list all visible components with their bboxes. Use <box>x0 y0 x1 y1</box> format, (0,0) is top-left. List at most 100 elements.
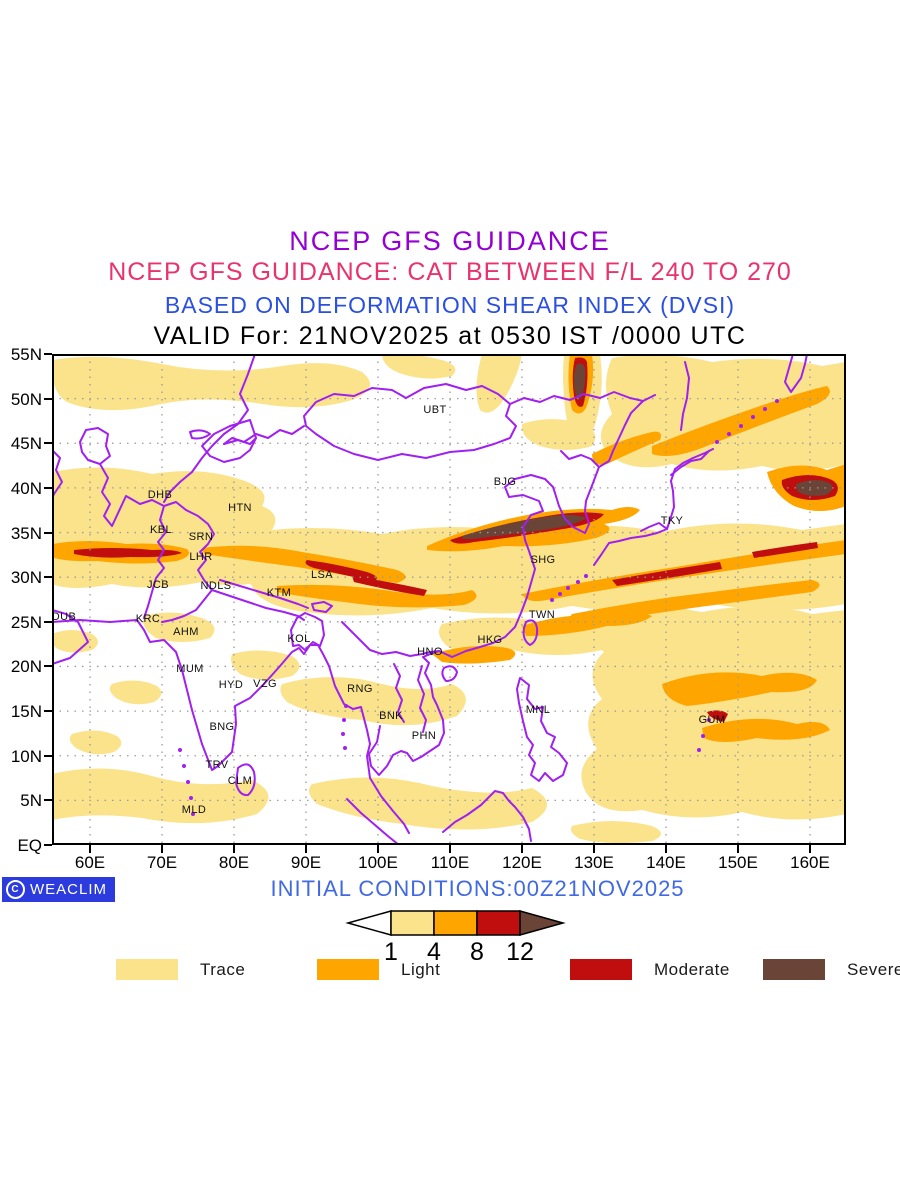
colorbar-right-arrow <box>519 910 566 936</box>
lon-tickmark <box>89 845 91 853</box>
station-label-hyd: HYD <box>219 679 243 691</box>
lat-tickmark <box>44 486 52 489</box>
lon-tick-label-130e: 130E <box>574 853 614 872</box>
valid-time-line: VALID For: 21NOV2025 at 0530 IST /0000 U… <box>153 322 747 350</box>
legend-item-light: Light <box>317 959 440 980</box>
colorbar-moderate-segment <box>476 910 521 936</box>
station-label-krc: KRC <box>136 613 160 625</box>
station-label-phn: PHN <box>412 730 436 742</box>
lon-tick-label-70e: 70E <box>146 853 178 872</box>
severity-colorbar: 1 4 8 12 <box>345 910 566 966</box>
light-label: Light <box>401 959 441 979</box>
lat-tick-label-30n: 30N <box>10 568 42 588</box>
lat-tick-label-20n: 20N <box>10 657 42 677</box>
colorbar-tick-8: 8 <box>470 938 484 966</box>
lat-tickmark <box>44 397 52 400</box>
station-label-kbl: KBL <box>150 524 172 536</box>
station-label-lsa: LSA <box>311 569 333 581</box>
turbulence-map: DHB HTN KBL SRN LHR LSA JCB NDLS KTM KRC AHM KOL DUB… <box>50 353 846 846</box>
lat-tickmark <box>44 576 52 579</box>
lon-tickmark <box>521 845 523 853</box>
station-label-srn: SRN <box>189 531 213 543</box>
copyright-icon: C <box>6 880 25 899</box>
lat-tick-label-10n: 10N <box>10 746 42 766</box>
lon-tick-label-140e: 140E <box>646 853 686 872</box>
station-label-dub: DUB <box>52 611 76 623</box>
weaclim-logo[interactable]: C WEACLIM <box>2 877 116 902</box>
station-label-kol: KOL <box>287 633 310 645</box>
island-dots <box>178 399 779 816</box>
map-plot-area: DHB HTN KBL SRN LHR LSA JCB NDLS KTM KRC AHM KOL DUB… <box>50 353 846 846</box>
lon-tickmark <box>377 845 379 853</box>
logo-text: WEACLIM <box>30 881 108 898</box>
lat-tick-label-eq: EQ <box>17 836 42 855</box>
lon-tickmark <box>233 845 235 853</box>
lat-tickmark <box>44 844 52 846</box>
lon-tick-label-100e: 100E <box>358 853 398 872</box>
lat-tickmark <box>44 665 52 668</box>
station-label-hkg: HKG <box>477 634 502 646</box>
severe-swatch <box>763 959 825 980</box>
lon-tickmark <box>449 845 451 853</box>
lat-tick-label-35n: 35N <box>10 523 42 543</box>
station-label-bng: BNG <box>209 721 234 733</box>
lat-tick-label-50n: 50N <box>10 389 42 409</box>
colorbar-left-arrow <box>345 910 392 936</box>
station-label-mum: MUM <box>176 663 203 675</box>
legend-item-moderate: Moderate <box>570 959 730 980</box>
lon-tickmark <box>665 845 667 853</box>
lon-tick-label-80e: 80E <box>218 853 250 872</box>
lat-tickmark <box>44 442 52 445</box>
initial-conditions-text: INITIAL CONDITIONS:00Z21NOV2025 <box>270 876 685 901</box>
lat-tick-label-55n: 55N <box>10 345 42 364</box>
station-label-ubt: UBT <box>423 404 446 416</box>
lon-tick-label-160e: 160E <box>790 853 830 872</box>
moderate-swatch <box>570 959 632 980</box>
legend-item-severe: Severe <box>763 959 900 980</box>
country-borders-layer <box>51 353 808 846</box>
lon-tick-label-120e: 120E <box>502 853 542 872</box>
lat-tickmark <box>44 620 52 623</box>
plot-border <box>52 354 846 845</box>
moderate-label: Moderate <box>654 959 730 979</box>
lon-tickmark <box>809 845 811 853</box>
station-label-trv: TRV <box>205 759 228 771</box>
station-label-ndls: NDLS <box>201 580 232 592</box>
colorbar-light-segment <box>433 910 478 936</box>
lon-tickmark <box>161 845 163 853</box>
station-label-ktm: KTM <box>267 587 291 599</box>
lon-tick-label-110e: 110E <box>430 853 470 872</box>
lat-tick-label-45n: 45N <box>10 434 42 454</box>
station-label-hno: HNO <box>417 646 443 658</box>
trace-swatch <box>116 959 178 980</box>
station-label-twn: TWN <box>529 609 555 621</box>
trace-label: Trace <box>200 959 246 979</box>
station-label-rng: RNG <box>347 683 373 695</box>
lat-tick-label-25n: 25N <box>10 612 42 632</box>
colorbar-trace-segment <box>390 910 435 936</box>
lat-tickmark <box>44 710 52 713</box>
station-label-bnk: BNK <box>379 710 403 722</box>
lon-tickmark <box>593 845 595 853</box>
station-label-vzg: VZG <box>253 678 277 690</box>
lon-tickmark <box>305 845 307 853</box>
severe-label: Severe <box>847 959 900 979</box>
lat-tickmark <box>44 754 52 757</box>
station-label-ahm: AHM <box>173 626 199 638</box>
station-label-jcb: JCB <box>147 579 169 591</box>
colorbar-tick-1: 1 <box>384 938 398 966</box>
station-label-tky: TKY <box>661 515 684 527</box>
colorbar-tick-12: 12 <box>506 938 534 966</box>
lon-tick-label-90e: 90E <box>290 853 322 872</box>
lon-tickmark <box>737 845 739 853</box>
lat-tick-label-40n: 40N <box>10 478 42 498</box>
page-title: NCEP GFS GUIDANCE <box>289 226 611 256</box>
light-swatch <box>317 959 379 980</box>
station-label-bjg: BJG <box>494 476 517 488</box>
station-label-lhr: LHR <box>189 551 212 563</box>
legend-item-trace: Trace <box>116 959 245 980</box>
lat-tickmark <box>44 353 52 355</box>
station-label-shg: SHG <box>530 554 555 566</box>
lon-tick-label-150e: 150E <box>718 853 758 872</box>
